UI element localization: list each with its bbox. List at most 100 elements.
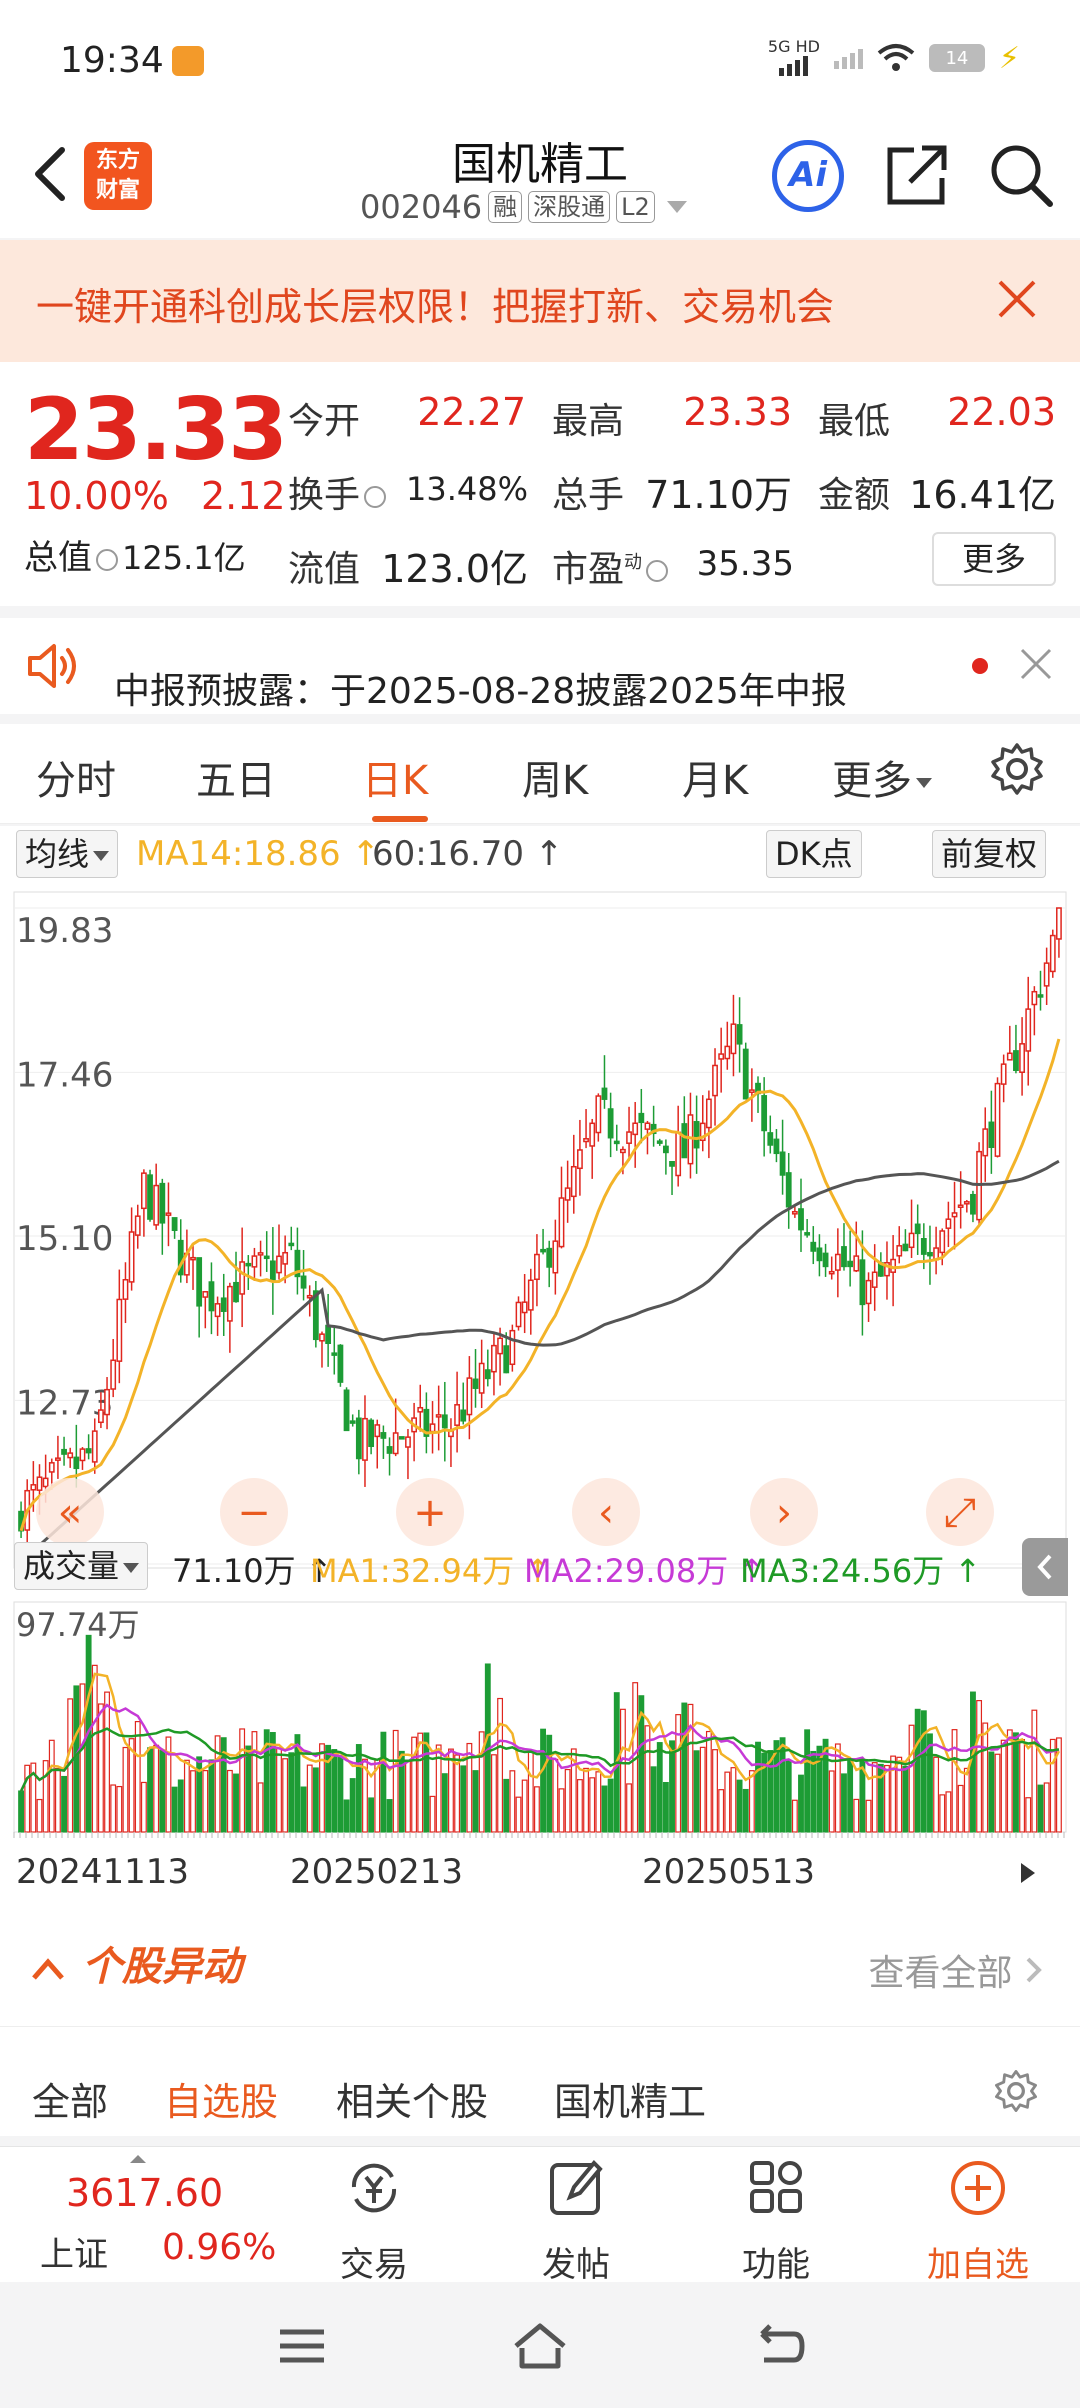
notice-bar[interactable]: 中报预披露：于2025-08-28披露2025年中报 (0, 618, 1080, 714)
candle-body (546, 1247, 553, 1268)
adjust-mode-toggle[interactable]: 前复权 (932, 830, 1047, 878)
volume-bar (890, 1755, 897, 1833)
fullscreen-button[interactable] (926, 1478, 994, 1546)
volume-bar (742, 1788, 749, 1833)
collapse-side-button[interactable] (1022, 1538, 1068, 1596)
section-title-text: 个股异动 (81, 1944, 242, 1990)
close-icon[interactable] (994, 276, 1040, 322)
home-icon[interactable] (510, 2318, 570, 2374)
tab-intraday[interactable]: 分时 (36, 758, 116, 804)
volume-bar (718, 1789, 725, 1833)
volume-bar (472, 1770, 479, 1833)
tab-five-day[interactable]: 五日 (196, 758, 276, 804)
zoom-out-button[interactable] (220, 1478, 288, 1546)
stock-header: 东方 财富 国机精工 002046 融 深股通 L2 Ai (0, 120, 1080, 238)
volume-bar (312, 1767, 319, 1833)
back-arrow-icon[interactable] (24, 144, 74, 204)
ai-assistant-button[interactable]: Ai (772, 140, 844, 212)
chevron-down-icon (123, 1563, 140, 1573)
vol-ma1-readout: MA1:32.94万 ↑ (310, 1552, 552, 1590)
dk-point-toggle[interactable]: DK点 (766, 830, 862, 878)
turnover-value: 13.48% (405, 470, 528, 508)
volume-bar (97, 1703, 104, 1833)
view-all-link[interactable]: 查看全部 (869, 1944, 1044, 1996)
volume-bar (908, 1724, 915, 1833)
candle-body (859, 1259, 866, 1306)
volume-value: 71.10万 (645, 473, 792, 517)
gear-icon[interactable] (990, 742, 1044, 796)
zoom-in-button[interactable] (396, 1478, 464, 1546)
eastmoney-logo[interactable]: 东方 财富 (84, 142, 152, 210)
play-forward-icon[interactable] (1012, 1858, 1042, 1888)
tab-this-stock[interactable]: 国机精工 (554, 2080, 707, 2124)
tab-all[interactable]: 全部 (32, 2080, 109, 2124)
tab-weekly-k[interactable]: 周K (522, 758, 589, 804)
scroll-left-fast-button[interactable] (36, 1478, 104, 1546)
scroll-left-button[interactable] (572, 1478, 640, 1546)
candle-body (67, 1452, 74, 1459)
promo-banner[interactable]: 一键开通科创成长层权限！把握打新、交易机会 (0, 240, 1080, 362)
chevron-down-icon (916, 778, 932, 788)
pe-label[interactable]: 市盈动 (552, 540, 672, 592)
menu-icon[interactable] (272, 2318, 332, 2374)
market-cap[interactable]: 总值 125.1亿 (24, 530, 246, 579)
post-button[interactable]: 发帖 (476, 2147, 676, 2285)
tab-watchlist[interactable]: 自选股 (164, 2080, 279, 2124)
close-icon[interactable] (1018, 646, 1054, 682)
candle-body (202, 1291, 209, 1298)
mktcap-value: 125.1亿 (122, 539, 246, 577)
candle-body (1056, 907, 1062, 940)
gear-icon[interactable] (994, 2069, 1038, 2113)
volume-bar (804, 1729, 811, 1833)
share-icon[interactable] (884, 140, 950, 210)
candle-body (957, 1204, 964, 1208)
volume-bar (546, 1734, 553, 1833)
candle-body (951, 1212, 958, 1218)
trade-button[interactable]: 交易 (274, 2147, 474, 2285)
functions-button[interactable]: 功能 (676, 2147, 876, 2285)
add-watchlist-label: 加自选 (927, 2245, 1029, 2285)
scroll-right-button[interactable] (750, 1478, 818, 1546)
candle-body (239, 1261, 246, 1295)
volume-bar (325, 1744, 332, 1833)
volume-bar (79, 1683, 86, 1833)
tab-monthly-k[interactable]: 月K (682, 758, 749, 804)
volume-bar (239, 1728, 246, 1833)
volume-bar (791, 1799, 798, 1833)
volume-bar (669, 1740, 675, 1833)
add-watchlist-button[interactable]: 加自选 (878, 2147, 1078, 2285)
volume-bar (982, 1722, 989, 1833)
turnover-label[interactable]: 换手 (288, 466, 390, 518)
candle-body (1037, 994, 1044, 998)
candle-body (362, 1417, 368, 1461)
volume-bar (816, 1745, 823, 1833)
candle-body (251, 1255, 258, 1268)
volume-bar (798, 1774, 804, 1833)
tab-more[interactable]: 更多 (832, 748, 932, 806)
candle-body (73, 1456, 80, 1470)
stock-code-line[interactable]: 002046 融 深股通 L2 (360, 188, 687, 226)
indicator-selector[interactable]: 成交量 (14, 1542, 149, 1590)
candle-body (607, 1108, 614, 1139)
info-icon (646, 560, 669, 582)
tab-daily-k[interactable]: 日K (362, 758, 429, 804)
candle-body (294, 1249, 301, 1278)
volume-bar (503, 1778, 510, 1833)
vol-ma2-readout: MA2:29.08万 ↑ (524, 1552, 766, 1590)
tab-related-stocks[interactable]: 相关个股 (336, 2080, 489, 2124)
volume-bar (570, 1748, 577, 1833)
video-app-icon (172, 46, 204, 76)
index-ticker[interactable]: 3617.60 上证 0.96% (36, 2147, 296, 2283)
section-title[interactable]: 个股异动 (28, 1934, 242, 1992)
volume-bar (1037, 1784, 1044, 1833)
back-icon[interactable] (750, 2318, 810, 2374)
more-quote-button[interactable]: 更多 (932, 532, 1056, 586)
chevron-left-icon (1037, 1554, 1052, 1580)
candle-body (589, 1122, 596, 1147)
promo-text: 一键开通科创成长层权限！把握打新、交易机会 (36, 285, 835, 329)
volume-chart[interactable]: 97.74万 (0, 1596, 1080, 1846)
search-icon[interactable] (988, 140, 1054, 210)
chevron-down-icon[interactable] (666, 201, 687, 213)
ma-selector[interactable]: 均线 (16, 830, 119, 878)
